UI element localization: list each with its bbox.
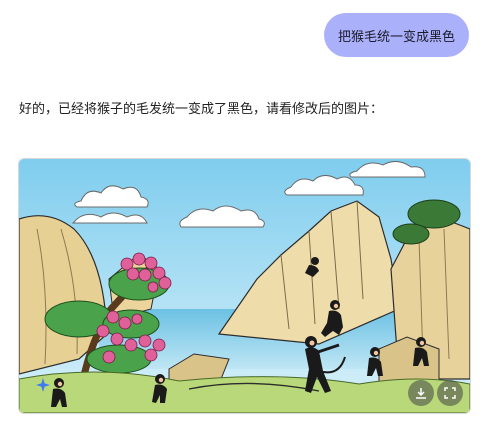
assistant-message-text: 好的，已经将猴子的毛发统一变成了黑色，请看修改后的图片： bbox=[19, 102, 384, 117]
download-icon bbox=[416, 388, 426, 399]
generated-image[interactable] bbox=[18, 158, 471, 414]
sparkle-star-icon bbox=[36, 378, 50, 392]
user-message-bubble: 把猴毛统一变成黑色 bbox=[323, 13, 469, 57]
fullscreen-icon bbox=[444, 387, 456, 399]
fullscreen-button[interactable] bbox=[437, 380, 463, 406]
user-message-text: 把猴毛统一变成黑色 bbox=[337, 29, 455, 45]
image-illustration bbox=[19, 159, 470, 413]
download-button[interactable] bbox=[408, 380, 434, 406]
